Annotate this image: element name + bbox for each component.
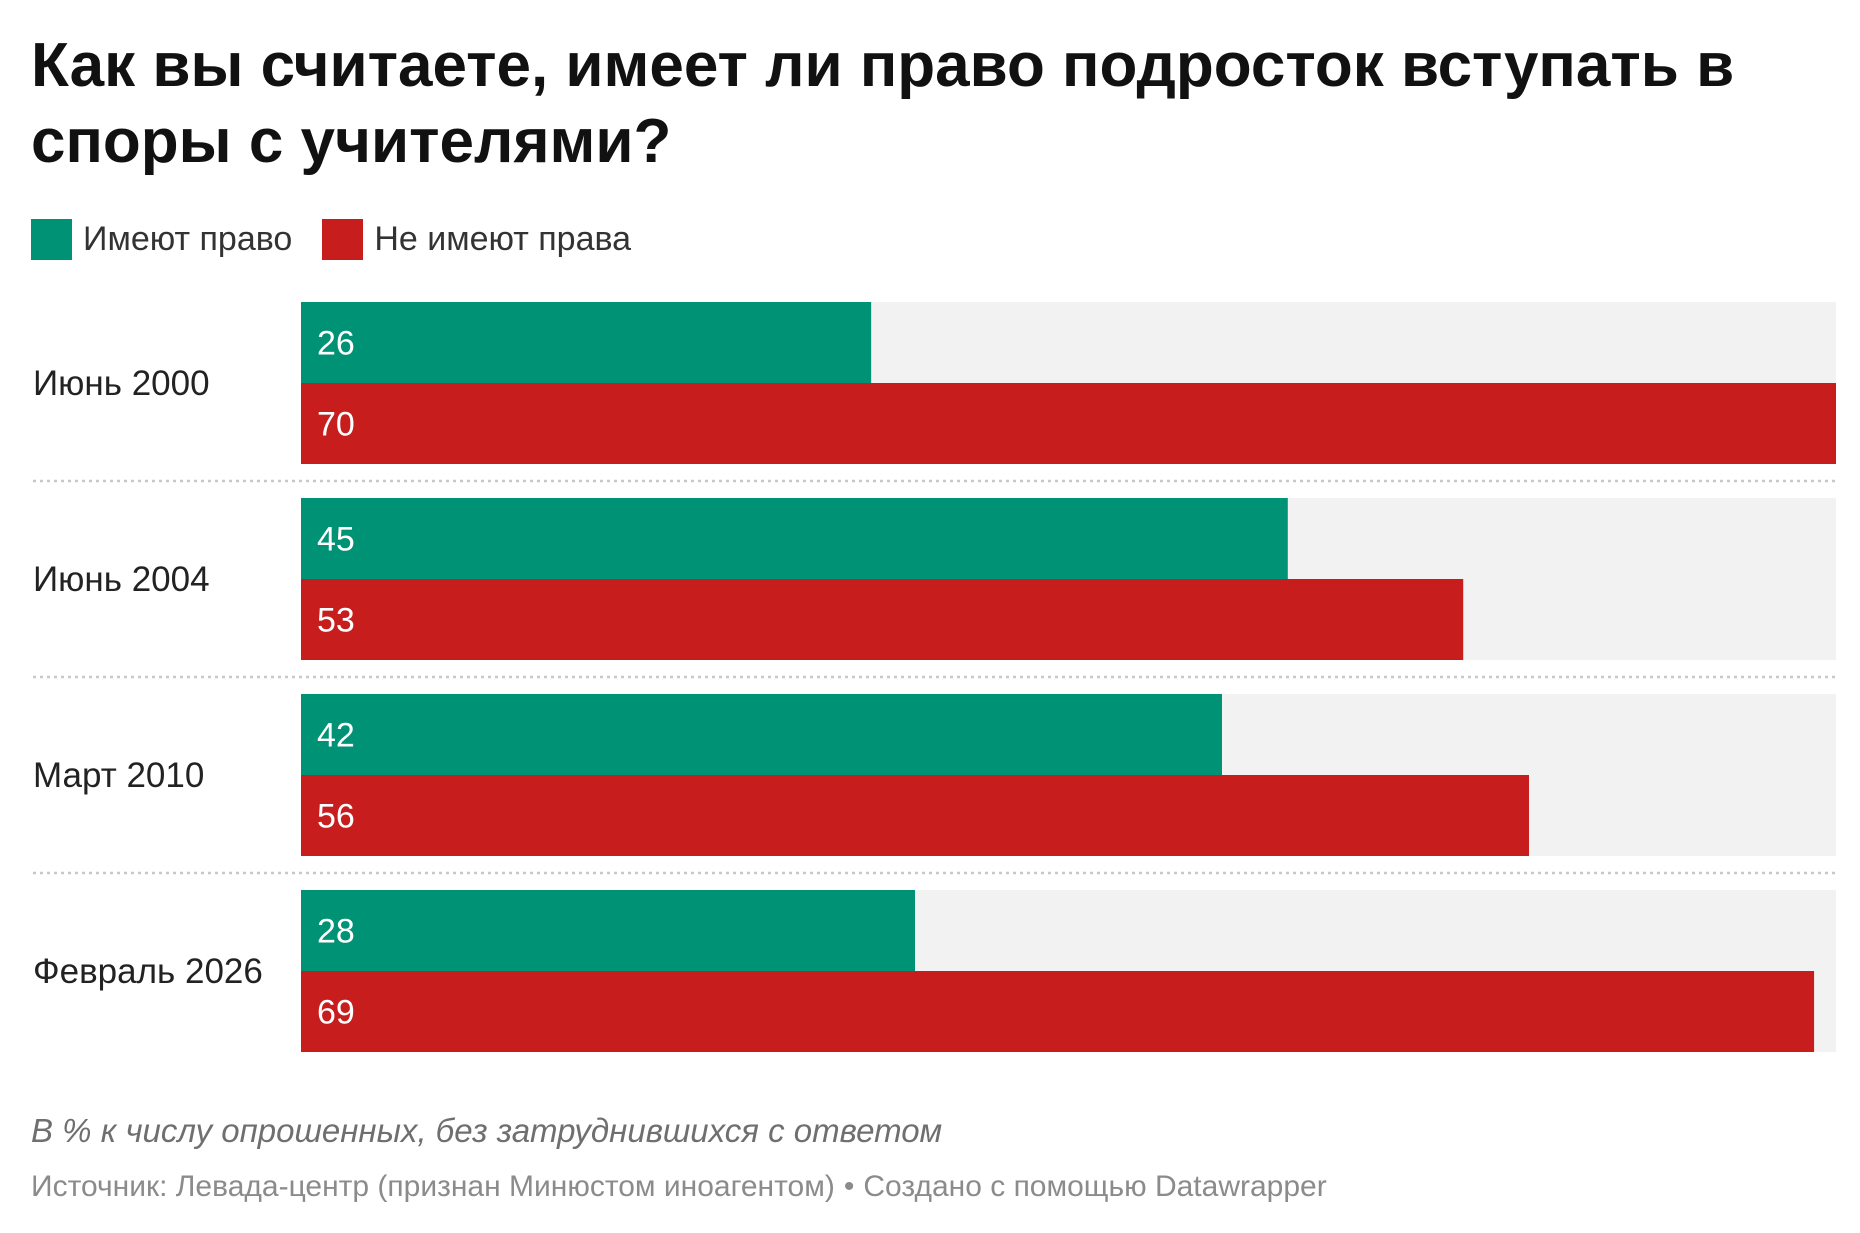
bar [301, 498, 1288, 579]
chart-notes: В % к числу опрошенных, без затруднивших… [31, 1112, 943, 1149]
bar [301, 694, 1222, 775]
bar [301, 775, 1529, 856]
category-label: Июнь 2000 [33, 364, 210, 403]
bar [301, 579, 1464, 660]
bar-chart: Июнь 2000 26 70 Июнь 2004 45 53 Март 2010 42 56 Ф… [33, 302, 1836, 1052]
bar-value-label: 42 [317, 717, 355, 755]
chart-title: Как вы считаете, имеет ли право подросто… [31, 31, 1735, 176]
legend-item-support: Имеют право [31, 218, 293, 260]
legend-swatch-oppose [322, 218, 364, 260]
category-label: Март 2010 [33, 756, 204, 795]
legend-label-support: Имеют право [83, 219, 293, 258]
bar [301, 383, 1836, 464]
legend-item-oppose: Не имеют права [322, 218, 632, 260]
bar [301, 890, 915, 971]
footer-separator: • [843, 1170, 855, 1203]
bar-value-label: 26 [317, 325, 355, 363]
source-text: Источник: Левада-центр (признан Минюстом… [31, 1170, 835, 1203]
legend-swatch-support [31, 218, 72, 260]
bar-value-label: 45 [317, 521, 355, 559]
bar-value-label: 70 [317, 406, 355, 444]
bar-value-label: 53 [317, 602, 355, 640]
legend: Имеют право Не имеют права [31, 218, 661, 260]
credit-link[interactable]: Создано с помощью Datawrapper [863, 1170, 1327, 1203]
bar-value-label: 69 [317, 994, 355, 1032]
legend-label-oppose: Не имеют права [374, 219, 632, 258]
bar-value-label: 56 [317, 798, 355, 836]
bar-value-label: 28 [317, 913, 355, 951]
category-label: Февраль 2026 [33, 952, 263, 991]
bar [301, 971, 1815, 1052]
footer: Источник: Левада-центр (признан Минюстом… [31, 1170, 1327, 1204]
category-label: Июнь 2004 [33, 560, 210, 599]
bar [301, 302, 872, 383]
